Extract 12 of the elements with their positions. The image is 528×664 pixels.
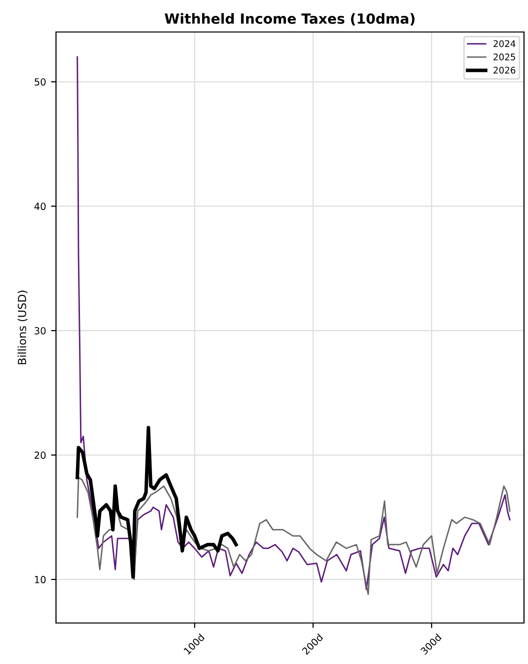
- y-tick-label: 50: [34, 78, 46, 86]
- legend-label: 2024: [494, 40, 516, 48]
- line-series: [76, 426, 238, 579]
- legend-label: 2026: [494, 66, 516, 74]
- line-series: [76, 476, 510, 596]
- y-tick-label: 30: [34, 327, 46, 334]
- legend-label: 2025: [494, 54, 516, 60]
- y-tick-label: 10: [34, 576, 46, 584]
- y-tick-label: 40: [34, 202, 46, 210]
- y-tick-label: 20: [34, 452, 46, 459]
- chart-title: Withheld Income Taxes (10dma): [164, 13, 414, 26]
- y-axis-title: Billions (USD): [18, 290, 28, 364]
